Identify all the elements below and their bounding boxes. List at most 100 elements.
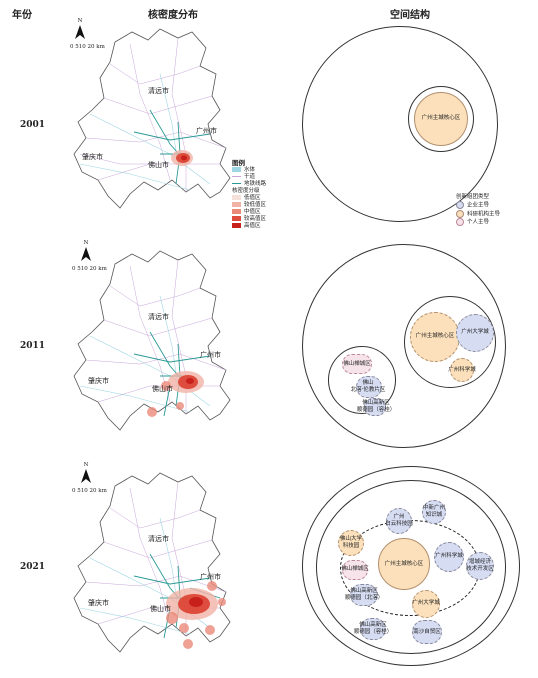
swatch-enterprise (456, 201, 464, 209)
label-gz-science-2021: 广州科学城 (435, 553, 463, 559)
header-density: 核密度分布 (148, 10, 198, 21)
legend-label: 地铁线路 (244, 181, 267, 187)
label-fs-univ-2021: 佛山大学 科技园 (339, 536, 362, 549)
fs-cluster-ring-2011 (328, 346, 396, 414)
node-fs-univ-2021 (338, 530, 364, 556)
header-structure: 空间结构 (390, 10, 430, 21)
map-2011 (60, 236, 240, 436)
city-qingyuan: 清远市 (148, 535, 169, 543)
node-gz-science-2021 (434, 542, 464, 572)
type-legend-title: 创新组团类型 (456, 194, 490, 200)
swatch-level (232, 216, 241, 221)
node-gz-science-2011 (450, 358, 474, 382)
swatch-road (232, 176, 241, 177)
year-2021: 2021 (20, 562, 46, 572)
label-knowledge-2021: 中新广州 知识城 (422, 505, 445, 518)
node-fs-bj-2011 (356, 376, 382, 398)
map-2021 (60, 458, 240, 658)
label-zengcheng-2021: 增城经济 技术开发区 (466, 559, 494, 572)
outer-circle-2011 (302, 244, 506, 448)
legend-density-title: 核密度分级 (232, 188, 260, 194)
scale-bar-2021: 0 510 20 km (72, 488, 107, 494)
node-nansha-2021 (412, 620, 442, 644)
legend-level: 高值区 (232, 223, 266, 230)
north-arrow-icon (81, 469, 91, 483)
swatch-level (232, 202, 241, 207)
legend-item-road: 干道 (232, 174, 266, 181)
north-arrow-icon (81, 247, 91, 261)
label-fs-main-2021: 佛山禅城区 (341, 566, 369, 572)
legend-level: 中值区 (232, 209, 266, 216)
label-fs-high2-2021: 佛山高新区 顺德园（容桂） (353, 622, 393, 635)
swatch-level (232, 223, 241, 228)
label-gz-core-2001: 广州主城核心区 (421, 115, 461, 121)
city-zhaoqing: 肇庆市 (82, 153, 103, 161)
scale-bar-2011: 0 510 20 km (72, 266, 107, 272)
legend-item-metro: 地铁线路 (232, 181, 266, 188)
label-gz-science-2011: 广州科学城 (448, 367, 476, 373)
legend-label: 高值区 (244, 223, 261, 229)
legend-label: 较低值区 (244, 202, 267, 208)
city-foshan: 佛山市 (152, 385, 173, 393)
outer-circle-2001 (302, 26, 498, 222)
map-2001 (60, 14, 240, 214)
legend-title: 图例 (232, 159, 245, 167)
type-legend: 创新组团类型 企业主导 科研机构主导 个人主导 (456, 194, 500, 227)
node-zengcheng-2021 (466, 552, 494, 580)
label-baiyun-2021: 广州 白云科技园 (385, 514, 413, 527)
label-fs-main-2011: 佛山禅城区 (343, 361, 371, 367)
scale-bar-2001: 0 510 20 km (70, 44, 105, 50)
city-foshan: 佛山市 (148, 161, 169, 169)
legend-label: 水体 (244, 167, 256, 173)
year-2011: 2011 (20, 341, 46, 351)
node-fs-high-2011 (364, 398, 386, 416)
label-gz-univ-2021: 广州大学城 (412, 600, 440, 606)
year-2001: 2001 (20, 120, 46, 130)
label-gz-core-2021: 广州主城核心区 (384, 561, 424, 567)
north-arrow-2011: N (80, 240, 92, 265)
node-knowledge-2021 (422, 500, 446, 524)
outer-circle-2021 (302, 466, 520, 666)
city-foshan: 佛山市 (150, 605, 171, 613)
city-zhaoqing: 肇庆市 (88, 599, 109, 607)
city-qingyuan: 清远市 (148, 313, 169, 321)
swatch-metro (232, 183, 241, 184)
city-qingyuan: 清远市 (148, 87, 169, 95)
node-fs-main-2021 (342, 560, 368, 580)
label-nansha-2021: 南沙自贸区 (413, 629, 441, 635)
city-zhaoqing: 肇庆市 (88, 377, 109, 385)
node-fs-high1-2021 (350, 584, 378, 606)
city-guangzhou: 广州市 (200, 351, 221, 359)
swatch-individual (456, 218, 464, 226)
node-gz-univ-2011 (456, 314, 494, 352)
type-item-enterprise: 企业主导 (456, 201, 500, 210)
legend-level: 低值区 (232, 195, 266, 202)
north-arrow-2001: N (74, 18, 86, 43)
header-year: 年份 (12, 10, 32, 21)
label-fs-bj-2011: 佛山 北滘·伦教片区 (350, 380, 386, 393)
city-guangzhou: 广州市 (200, 573, 221, 581)
swatch-level (232, 209, 241, 214)
inner-circle-2021 (316, 480, 506, 654)
node-gz-univ-2021 (412, 590, 440, 618)
north-label: N (83, 462, 89, 468)
legend-label: 较高值区 (244, 216, 267, 222)
legend-label: 干道 (244, 174, 256, 180)
map-legend: 图例 水体 干道 地铁线路 核密度分级 低值区 较低值区 中值区 较高值区 高值… (232, 160, 266, 230)
swatch-water (232, 167, 241, 172)
north-arrow-icon (75, 25, 85, 39)
type-item-research: 科研机构主导 (456, 209, 501, 219)
type-label: 科研机构主导 (467, 211, 501, 217)
label-fs-high1-2021: 佛山高新区 顺德园（北滘） (344, 588, 384, 601)
map-2011-graphic (73, 250, 231, 431)
node-gz-core-2001 (414, 92, 468, 146)
node-gz-core-2011 (410, 312, 460, 362)
map-2001-graphic (73, 28, 231, 209)
type-item-individual: 个人主导 (456, 218, 500, 227)
label-gz-core-2011: 广州主城核心区 (415, 333, 455, 339)
label-fs-high-2011: 佛山高新区 顺德园（容桂） (356, 400, 396, 413)
cluster-ring-2001 (408, 86, 474, 152)
north-label: N (77, 18, 83, 24)
node-fs-main-2011 (342, 354, 372, 374)
type-label: 企业主导 (467, 202, 490, 209)
